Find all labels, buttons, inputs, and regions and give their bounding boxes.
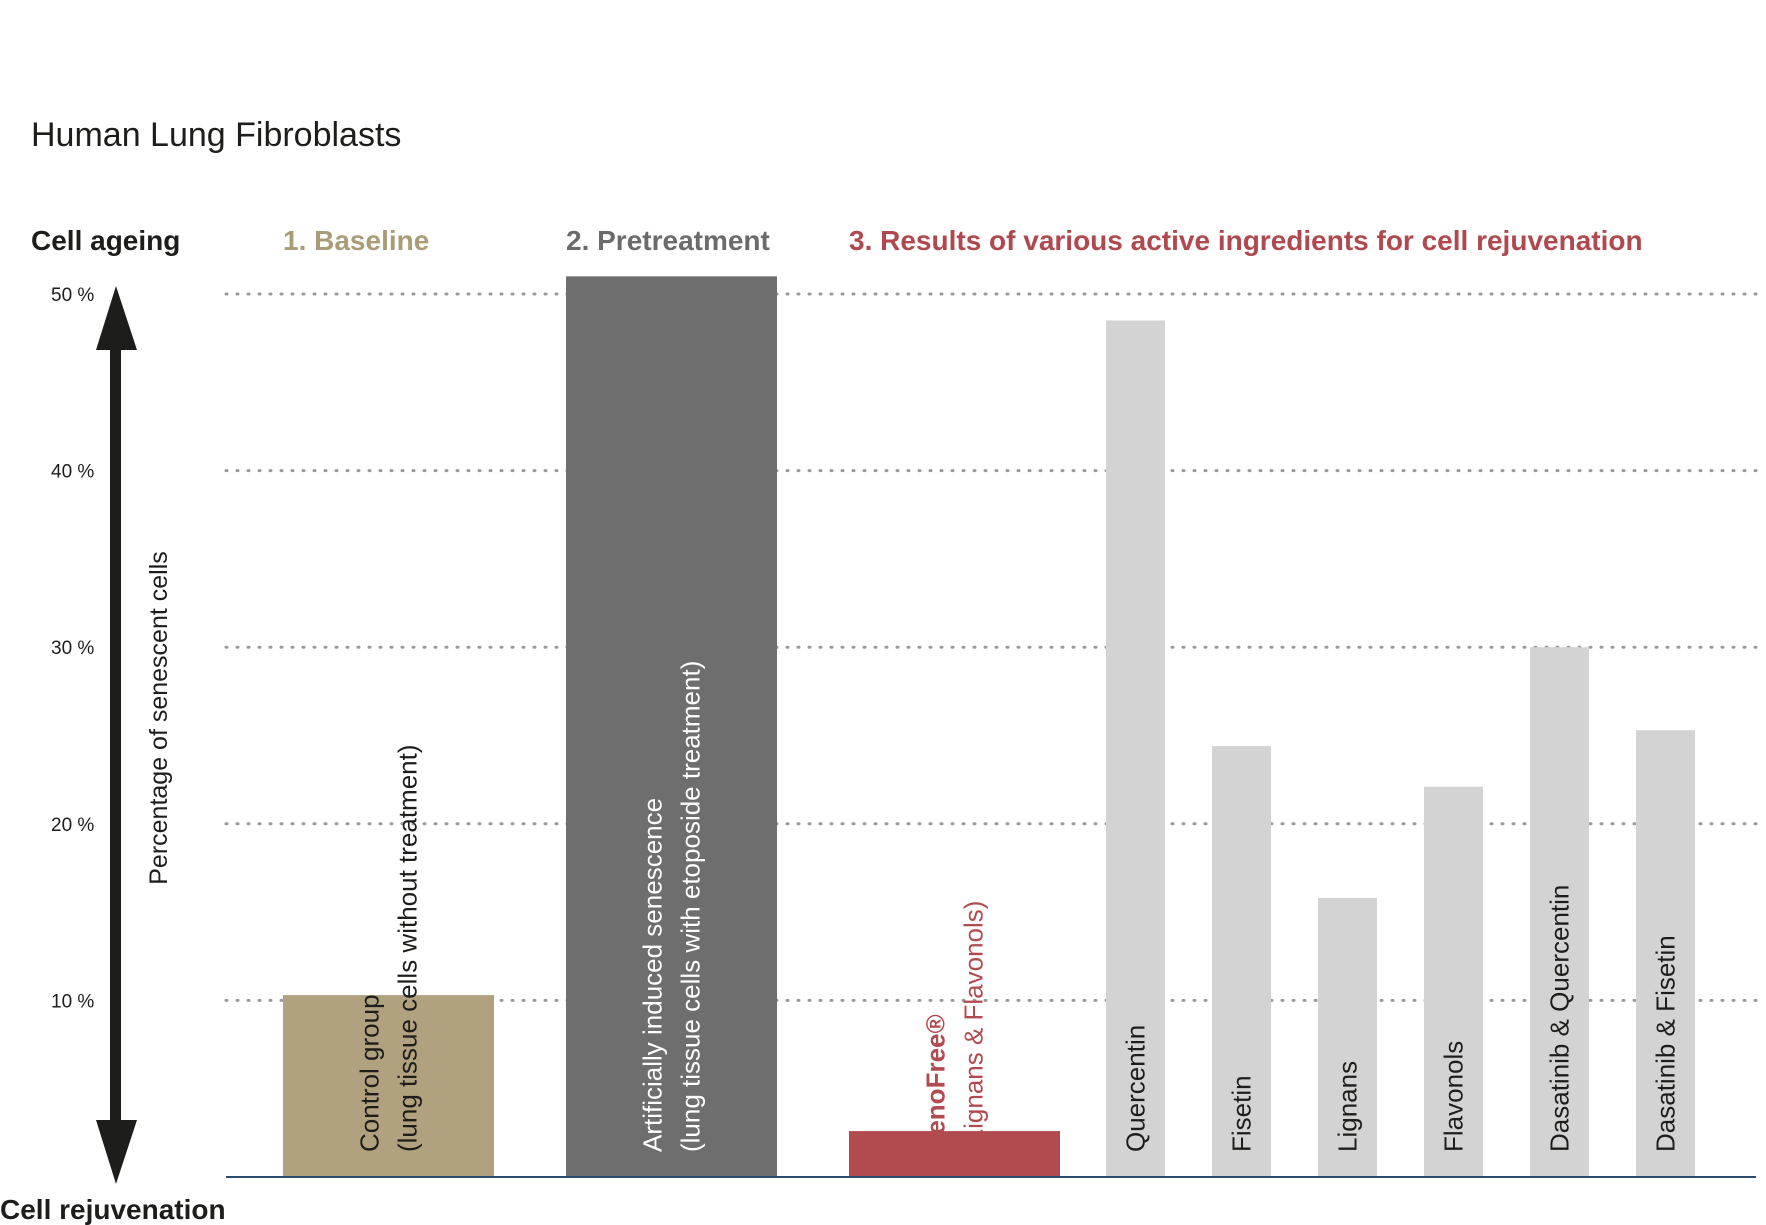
y-tick-label: 20 % bbox=[51, 815, 94, 836]
bar-label-quercentin: Quercentin bbox=[1121, 1025, 1151, 1152]
bars bbox=[283, 276, 1695, 1178]
bar-label-dasatinib-quercentin: Dasatinib & Quercentin bbox=[1545, 885, 1575, 1152]
bar-label-pretreatment-line1: Artificially induced senescence bbox=[638, 798, 668, 1152]
bar-senofree bbox=[849, 1131, 1060, 1177]
bar-label-dasatinib-fisetin: Dasatinib & Fisetin bbox=[1651, 935, 1681, 1152]
section-heading-baseline: 1. Baseline bbox=[283, 225, 429, 256]
chart-title: Human Lung Fibroblasts bbox=[31, 116, 401, 154]
y-axis-label: Percentage of senescent cells bbox=[145, 551, 173, 885]
axis-bottom-label: Cell rejuvenation bbox=[0, 1194, 226, 1225]
section-heading-pretreatment: 2. Pretreatment bbox=[566, 225, 770, 256]
bar-label-pretreatment-line2: (lung tissue cells with etoposide treatm… bbox=[676, 661, 706, 1152]
bar-label-control-line2: (lung tissue cells without treatment) bbox=[393, 744, 423, 1152]
bar-quercentin bbox=[1106, 320, 1165, 1177]
bar-pretreatment bbox=[566, 276, 777, 1178]
bar-flavonols bbox=[1424, 786, 1483, 1177]
bar-label-senofree-line2: (Lignans & Flavonols) bbox=[959, 901, 989, 1152]
bar-label-senofree-line1: SenoFree® bbox=[921, 1014, 951, 1152]
bar-label-control-line1: Control group bbox=[355, 994, 385, 1152]
axis-top-label: Cell ageing bbox=[31, 225, 180, 256]
bar-label-lignans: Lignans bbox=[1333, 1061, 1363, 1152]
section-heading-results: 3. Results of various active ingredients… bbox=[849, 225, 1643, 256]
bar-fisetin bbox=[1212, 746, 1271, 1177]
y-tick-label: 50 % bbox=[51, 285, 94, 306]
y-tick-label: 30 % bbox=[51, 638, 94, 659]
bar-label-flavonols: Flavonols bbox=[1439, 1041, 1469, 1152]
grid-lines bbox=[224, 292, 1758, 1002]
y-tick-label: 10 % bbox=[51, 991, 94, 1012]
bar-label-fisetin: Fisetin bbox=[1227, 1075, 1257, 1152]
bar-control bbox=[283, 995, 494, 1177]
bar-labels: Control group (lung tissue cells without … bbox=[355, 661, 1681, 1152]
double-arrow-icon bbox=[96, 286, 137, 1184]
bar-dasatinib-quercentin bbox=[1530, 647, 1589, 1177]
y-tick-labels: 10 % 20 % 30 % 40 % 50 % bbox=[51, 285, 94, 1012]
y-tick-label: 40 % bbox=[51, 462, 94, 483]
bar-dasatinib-fisetin bbox=[1636, 730, 1695, 1177]
bar-lignans bbox=[1318, 897, 1377, 1177]
